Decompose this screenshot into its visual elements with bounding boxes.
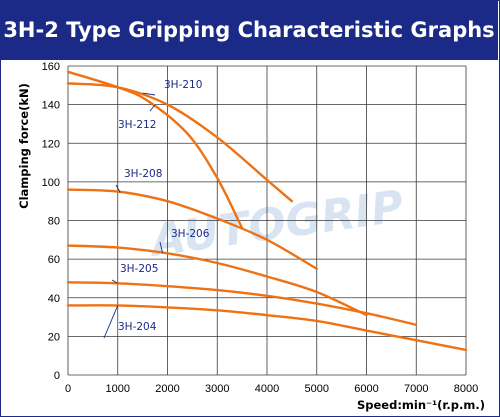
series-label-3h-205: 3H-205 <box>120 263 158 275</box>
x-tick-label: 5000 <box>305 383 329 395</box>
chart-title: 3H-2 Type Gripping Characteristic Graphs <box>3 18 495 42</box>
x-tick-label: 2000 <box>155 383 179 395</box>
y-tick-label: 100 <box>42 177 60 189</box>
x-tick-label: 7000 <box>404 383 428 395</box>
y-axis-label: Clamping force(kN) <box>17 83 31 209</box>
y-tick-label: 60 <box>48 254 60 266</box>
series-line-3h-210 <box>66 82 294 203</box>
series-line-3h-205 <box>66 281 418 326</box>
y-tick-label: 20 <box>48 331 60 343</box>
series-label-3h-212: 3H-212 <box>118 119 156 131</box>
y-tick-label: 120 <box>42 138 60 150</box>
y-tick-label: 160 <box>42 61 60 73</box>
y-tick-label: 0 <box>54 370 60 382</box>
series-label-3h-204: 3H-204 <box>118 321 157 333</box>
chart-title-bar: 3H-2 Type Gripping Characteristic Graphs <box>0 0 498 60</box>
series-leader-line <box>149 104 156 112</box>
series-leader-line <box>142 92 156 96</box>
y-tick-label: 40 <box>48 293 60 305</box>
series-label-3h-210: 3H-210 <box>164 79 202 91</box>
x-tick-label: 0 <box>65 383 71 395</box>
y-tick-label: 140 <box>42 100 60 112</box>
series-leader-line <box>159 241 163 253</box>
x-tick-label: 3000 <box>205 383 229 395</box>
x-tick-label: 1000 <box>106 383 130 395</box>
x-tick-label: 8000 <box>454 383 478 395</box>
x-axis-label: Speed:min⁻¹(r.p.m.) <box>357 398 485 412</box>
watermark-logo: AUTOGRIP <box>145 181 406 267</box>
series-leader-line <box>103 305 119 339</box>
series-line-3h-204 <box>66 304 468 352</box>
series-leader-line <box>111 279 118 284</box>
series-label-3h-206: 3H-206 <box>171 228 210 240</box>
series-line-3h-212 <box>66 70 244 230</box>
series-line-3h-208 <box>66 188 318 270</box>
x-tick-label: 4000 <box>255 383 279 395</box>
y-tick-label: 80 <box>48 216 60 228</box>
series-line-3h-206 <box>66 244 368 317</box>
series-label-3h-208: 3H-208 <box>124 168 162 180</box>
series-leader-line <box>115 184 121 193</box>
x-tick-label: 6000 <box>354 383 378 395</box>
